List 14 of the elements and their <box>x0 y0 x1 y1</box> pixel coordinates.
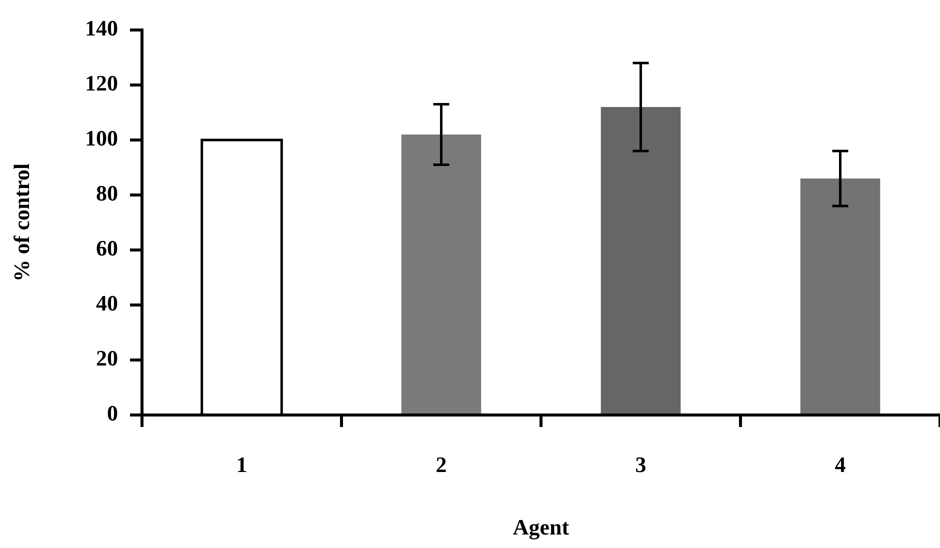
x-tick-label: 4 <box>834 452 846 477</box>
y-tick-label: 120 <box>85 70 118 96</box>
y-tick-label: 100 <box>85 126 118 151</box>
y-tick-label: 60 <box>96 236 118 261</box>
y-tick-label: 80 <box>96 180 118 206</box>
x-tick-label: 2 <box>436 452 447 477</box>
x-tick-label: 1 <box>236 452 248 477</box>
y-tick-label: 140 <box>85 16 118 41</box>
y-tick-label: 0 <box>107 400 118 426</box>
x-axis-title: Agent <box>512 514 570 540</box>
y-tick-label: 20 <box>96 346 118 371</box>
x-tick-label: 3 <box>635 452 646 477</box>
y-axis-title: % of control <box>8 163 34 282</box>
y-tick-label: 40 <box>96 290 118 316</box>
